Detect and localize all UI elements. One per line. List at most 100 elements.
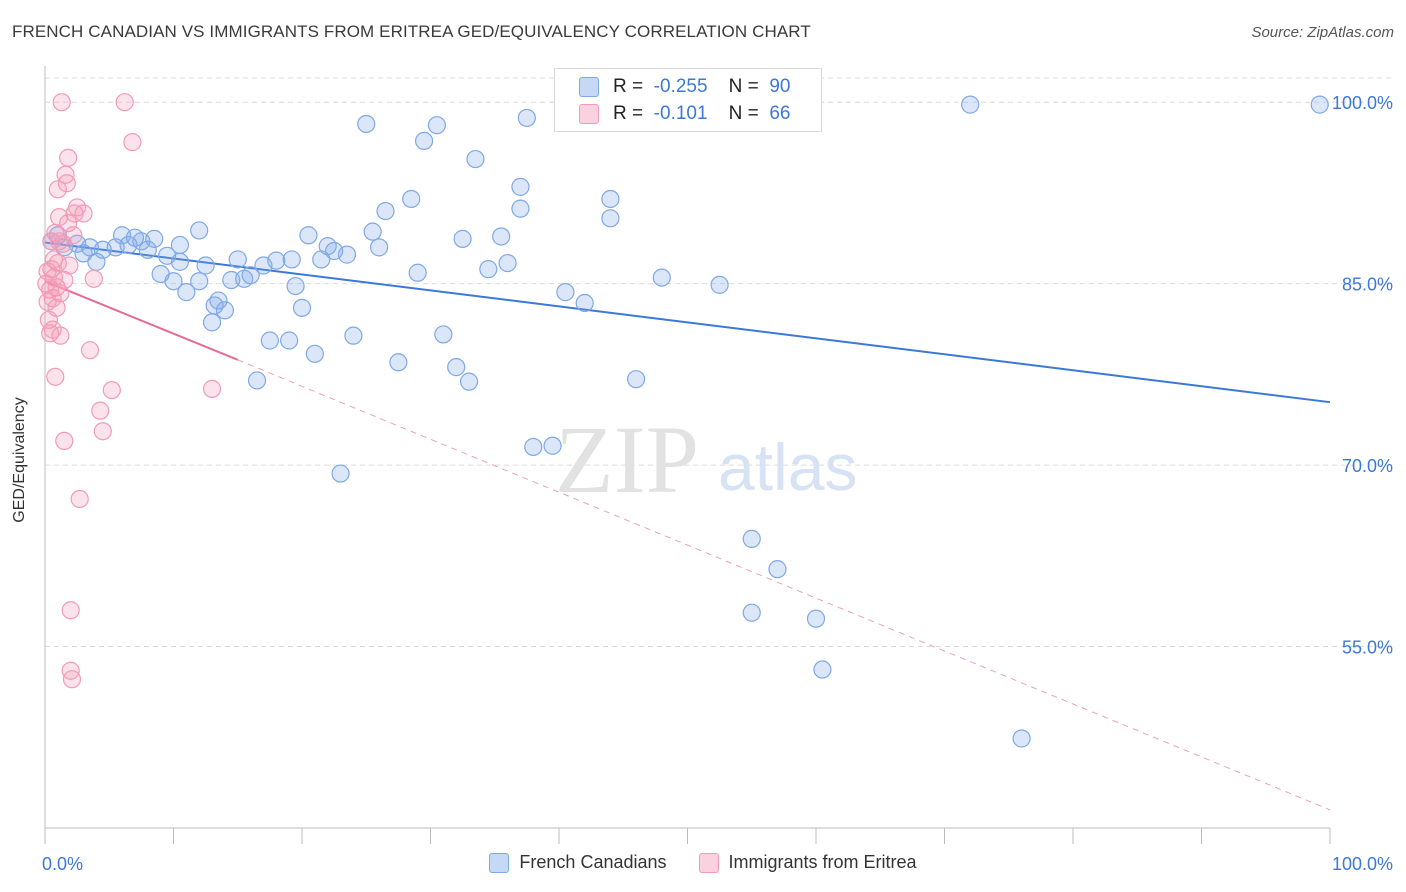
point-french-canadians [806,609,826,628]
point-french-canadians [280,331,299,350]
point-french-canadians [241,266,260,285]
point-french-canadians [498,253,517,273]
point-french-canadians [209,291,228,310]
stats-row-french-canadians: R = -0.255 N = 90 [579,75,790,99]
point-french-canadians [299,226,318,245]
x-tick-label-start: 0.0% [42,854,83,874]
point-french-canadians [282,250,301,269]
point-french-canadians [742,603,761,622]
point-french-canadians [196,256,215,275]
n-value: 66 [769,103,791,124]
point-french-canadians [190,221,209,240]
n-label: N = [728,103,759,124]
point-french-canadians [575,293,594,313]
y-tick-label: 70.0% [1342,456,1393,476]
point-french-canadians [370,238,389,257]
legend-swatch-pink [579,104,599,124]
point-eritrea [123,133,142,152]
n-value: 90 [769,76,791,97]
point-eritrea [70,489,89,509]
gridlines [45,77,1392,648]
point-french-canadians [145,229,164,248]
point-french-canadians [459,372,479,391]
point-french-canadians [511,199,530,218]
point-french-canadians [961,95,980,114]
point-french-canadians [222,270,241,290]
x-tick-label-end: 100.0% [1332,854,1393,874]
point-french-canadians [215,301,234,320]
data-points [37,93,1329,748]
point-french-canadians [742,529,761,548]
point-french-canadians [434,325,453,344]
point-french-canadians [479,260,498,279]
point-french-canadians [267,251,286,270]
y-tick-label: 85.0% [1342,275,1393,295]
point-french-canadians [344,326,363,345]
source-label: Source: ZipAtlas.com [1251,24,1394,41]
point-french-canadians [305,344,324,363]
point-french-canadians [260,331,279,350]
point-eritrea [102,380,121,400]
trend-lines [44,241,1331,811]
point-eritrea [80,341,100,360]
y-axis-label: GED/Equivalency [11,397,28,523]
point-eritrea [84,269,103,288]
point-french-canadians [164,272,183,291]
point-eritrea [115,93,134,112]
point-french-canadians [492,227,511,246]
point-french-canadians [768,560,787,579]
point-french-canadians [543,436,562,455]
legend-label: Immigrants from Eritrea [728,852,917,872]
point-french-canadians [247,371,267,390]
legend-item-eritrea[interactable]: Immigrants from Eritrea [698,852,917,873]
stats-row-eritrea: R = -0.101 N = 66 [579,102,790,126]
legend-label: French Canadians [519,852,667,872]
point-eritrea [64,226,83,245]
point-french-canadians [337,245,357,264]
point-eritrea [57,174,76,193]
point-eritrea [51,326,70,345]
point-eritrea [42,232,61,251]
point-eritrea [59,148,78,167]
point-french-canadians [190,272,209,291]
point-french-canadians [389,353,408,372]
point-french-canadians [228,250,247,269]
point-french-canadians [601,209,620,228]
r-value: -0.101 [653,103,708,124]
point-eritrea [48,180,67,199]
point-eritrea [47,298,66,317]
point-french-canadians [376,201,395,221]
point-eritrea [60,256,79,275]
legend-item-french-canadians[interactable]: French Canadians [489,852,667,873]
series-legend: French Canadians Immigrants from Eritrea [0,852,1406,873]
trend-line-french-canadians [44,241,1331,404]
n-label: N = [728,76,759,97]
point-french-canadians [357,114,376,134]
y-tick-label: 55.0% [1342,638,1393,658]
point-eritrea [52,93,71,112]
point-french-canadians [170,235,190,255]
point-french-canadians [447,358,466,377]
chart-title: FRENCH CANADIAN VS IMMIGRANTS FROM ERITR… [12,22,811,41]
point-eritrea [61,601,80,620]
point-french-canadians [652,268,671,287]
point-eritrea [50,208,69,227]
point-eritrea [48,253,67,273]
legend-swatch-blue [579,77,599,97]
point-eritrea [46,367,65,386]
point-french-canadians [402,189,421,209]
trend-line-eritrea-solid [44,280,239,361]
point-french-canadians [601,189,620,209]
point-french-canadians [1310,95,1329,114]
point-french-canadians [524,437,543,457]
point-french-canadians [202,313,222,332]
point-eritrea [91,401,110,420]
point-french-canadians [414,131,434,151]
point-french-canadians [292,298,312,317]
axes [44,66,1331,844]
point-french-canadians [177,283,196,302]
point-french-canadians [363,222,382,241]
tick-labels: 55.0% 70.0% 85.0% 100.0% 0.0% 100.0% [42,93,1393,874]
point-eritrea [74,204,93,223]
